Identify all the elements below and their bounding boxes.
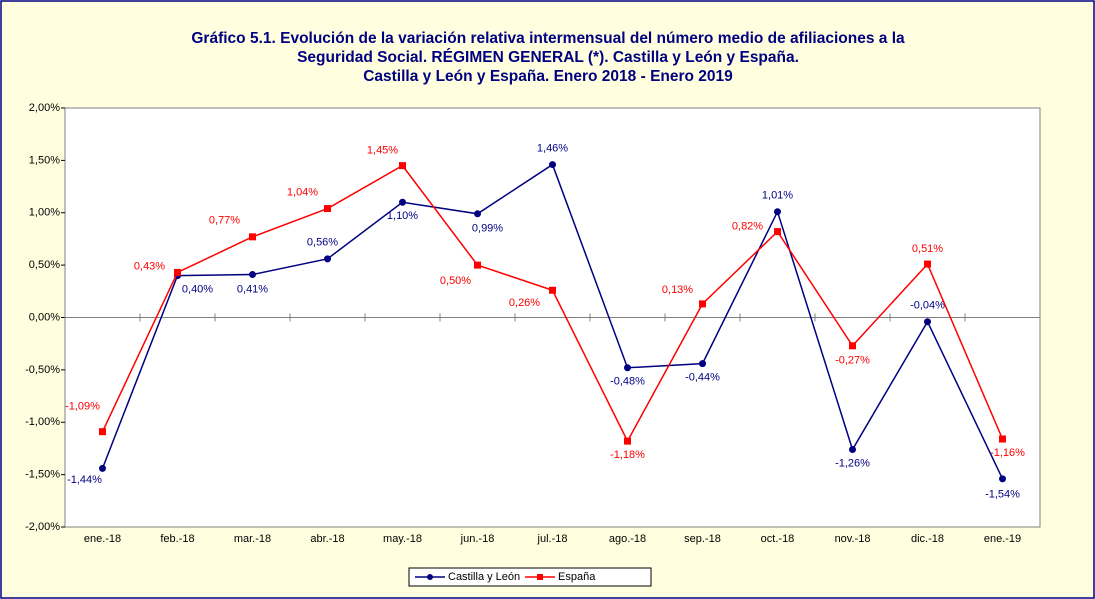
data-label: -0,04% [910, 300, 945, 312]
point [849, 445, 856, 453]
x-tick-label: abr.-18 [310, 533, 344, 545]
point [999, 435, 1006, 443]
point [774, 208, 781, 216]
x-tick-label: jul.-18 [537, 533, 568, 545]
chart-title: Seguridad Social. RÉGIMEN GENERAL (*). C… [297, 49, 799, 66]
x-tick-label: nov.-18 [835, 533, 871, 545]
x-tick-label: feb.-18 [160, 533, 194, 545]
y-tick-label: -1,00% [25, 416, 60, 428]
data-label: -1,54% [985, 489, 1020, 501]
x-tick-label: may.-18 [383, 533, 422, 545]
y-tick-label: 0,50% [29, 259, 60, 271]
point [474, 261, 481, 269]
data-label: 0,13% [662, 284, 693, 296]
point [549, 286, 556, 294]
point [99, 464, 106, 472]
y-tick-label: 0,00% [29, 311, 60, 323]
data-label: -0,44% [685, 371, 720, 383]
legend-marker [427, 574, 433, 580]
point [849, 342, 856, 350]
data-label: 0,51% [912, 243, 943, 255]
y-tick-label: -2,00% [25, 521, 60, 533]
data-label: -1,16% [990, 447, 1025, 459]
data-label: 1,01% [762, 190, 793, 202]
data-label: 0,99% [472, 223, 503, 235]
data-label: -1,44% [67, 474, 102, 486]
legend-marker [537, 574, 543, 580]
point [174, 268, 181, 276]
point [399, 198, 406, 206]
point [699, 360, 706, 368]
data-label: 1,46% [537, 142, 568, 154]
y-tick-label: -1,50% [25, 469, 60, 481]
point [924, 318, 931, 326]
x-tick-label: ene.-18 [84, 533, 121, 545]
x-tick-label: dic.-18 [911, 533, 944, 545]
point [324, 205, 331, 213]
point [624, 437, 631, 445]
point [549, 161, 556, 169]
point [474, 210, 481, 218]
point [249, 271, 256, 279]
y-tick-label: 1,00% [29, 207, 60, 219]
data-label: 1,10% [387, 210, 418, 222]
y-tick-label: 1,50% [29, 154, 60, 166]
x-tick-label: ago.-18 [609, 533, 646, 545]
point [99, 428, 106, 436]
data-label: -0,27% [835, 355, 870, 367]
point [324, 255, 331, 263]
data-label: 0,50% [440, 275, 471, 287]
x-tick-label: mar.-18 [234, 533, 271, 545]
data-label: 0,41% [237, 283, 268, 295]
data-label: 0,40% [182, 284, 213, 296]
data-label: 0,56% [307, 237, 338, 249]
chart-title: Castilla y León y España. Enero 2018 - E… [363, 68, 733, 85]
data-label: -1,26% [835, 457, 870, 469]
point [924, 260, 931, 268]
legend-label: España [558, 571, 596, 583]
data-label: 1,45% [367, 145, 398, 157]
point [699, 300, 706, 308]
data-label: -1,18% [610, 449, 645, 461]
data-label: -1,09% [65, 401, 100, 413]
point [774, 228, 781, 236]
data-label: 0,43% [134, 260, 165, 272]
point [999, 475, 1006, 483]
x-tick-label: jun.-18 [460, 533, 495, 545]
data-label: 0,77% [209, 215, 240, 227]
legend-label: Castilla y León [448, 571, 520, 583]
x-tick-label: ene.-19 [984, 533, 1021, 545]
point [624, 364, 631, 372]
data-label: 0,82% [732, 221, 763, 233]
data-label: -0,48% [610, 376, 645, 388]
chart-title: Gráfico 5.1. Evolución de la variación r… [191, 30, 905, 47]
x-tick-label: oct.-18 [761, 533, 795, 545]
y-tick-label: 2,00% [29, 102, 60, 114]
x-tick-label: sep.-18 [684, 533, 721, 545]
point [249, 233, 256, 241]
y-tick-label: -0,50% [25, 364, 60, 376]
data-label: 0,26% [509, 297, 540, 309]
point [399, 162, 406, 170]
data-label: 1,04% [287, 186, 318, 198]
